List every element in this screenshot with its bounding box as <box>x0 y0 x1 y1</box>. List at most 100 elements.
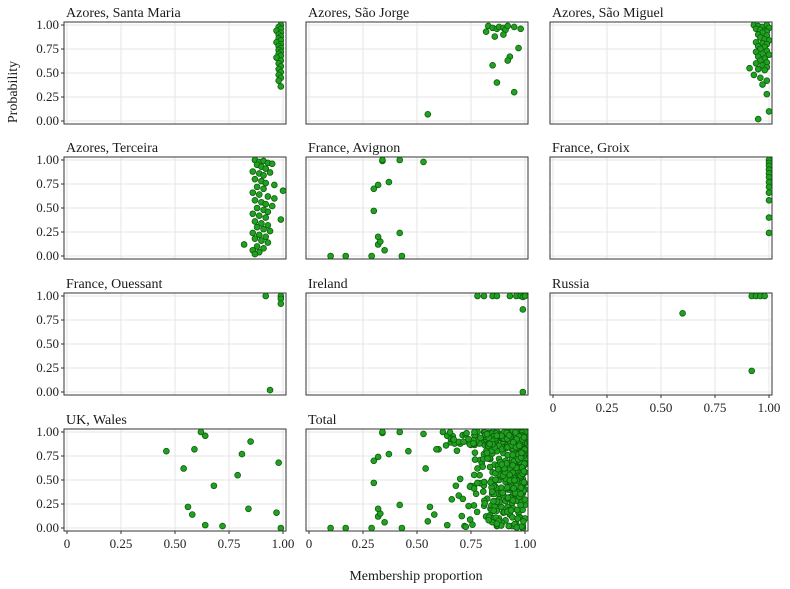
data-point <box>268 202 276 210</box>
data-point <box>470 471 478 479</box>
y-tick-label: 0.75 <box>36 176 59 191</box>
data-point <box>439 428 447 436</box>
data-point <box>251 235 259 243</box>
facet-panel: Total 0 0.25 0.50 0.75 1.00 <box>305 413 537 551</box>
y-tick-label: 1.00 <box>36 152 59 167</box>
facet-title: France, Groix <box>552 141 630 156</box>
data-point <box>765 197 773 204</box>
data-point <box>504 57 512 64</box>
facet-title: France, Avignon <box>308 141 400 156</box>
data-point <box>514 515 521 522</box>
y-tick-label: 0.50 <box>36 336 59 351</box>
y-tick-label: 0.25 <box>36 496 59 511</box>
data-point <box>210 482 218 490</box>
data-point <box>472 490 480 498</box>
data-point <box>396 428 404 436</box>
facet-panel: Azores, Terceira 0.00 0.25 0.50 0.75 1.00 <box>36 141 287 263</box>
data-point <box>266 386 274 394</box>
data-point <box>219 522 226 530</box>
data-point <box>456 475 464 483</box>
data-point <box>515 442 523 450</box>
data-point <box>379 156 386 164</box>
data-point <box>251 197 259 204</box>
data-point <box>509 497 517 504</box>
data-point <box>465 502 472 510</box>
data-point <box>251 218 259 225</box>
y-tick-label: 0.25 <box>36 224 59 239</box>
x-tick-label: 0.25 <box>110 536 133 551</box>
data-point <box>262 214 270 221</box>
data-point <box>459 495 467 503</box>
data-point <box>490 507 497 515</box>
data-point <box>255 231 263 239</box>
data-point <box>486 440 493 448</box>
data-point <box>262 233 270 241</box>
data-point <box>471 428 478 436</box>
data-point <box>247 438 254 445</box>
data-point <box>426 503 434 511</box>
data-point <box>430 511 438 518</box>
y-tick-label: 0.50 <box>36 472 59 487</box>
x-tick-label: 0.25 <box>596 400 619 415</box>
data-point <box>474 465 481 472</box>
data-point <box>342 524 350 532</box>
facet-panel: Azores, São Jorge <box>305 6 529 125</box>
data-point <box>251 175 259 183</box>
facet-title: Ireland <box>308 277 348 292</box>
data-point <box>279 187 287 195</box>
panel-border <box>549 21 773 125</box>
y-tick-label: 0.75 <box>36 448 59 463</box>
x-tick-label: 0.75 <box>704 400 727 415</box>
x-tick-label: 1.00 <box>272 536 295 551</box>
data-point <box>262 292 270 300</box>
data-point <box>469 521 476 529</box>
data-point <box>446 428 454 436</box>
data-point <box>754 65 762 73</box>
y-tick-label: 0.00 <box>36 384 59 399</box>
y-tick-label: 0.50 <box>36 200 59 215</box>
data-point <box>273 509 280 516</box>
data-point <box>258 220 265 227</box>
x-tick-label: 0 <box>64 536 71 551</box>
data-point <box>757 74 764 82</box>
panel-border <box>549 156 773 260</box>
facet-panel: France, Ouessant 0.00 0.25 0.50 0.75 1.00 <box>36 277 287 399</box>
data-point <box>474 479 481 487</box>
data-point <box>492 476 499 484</box>
data-point <box>245 505 252 513</box>
y-tick-label: 0.75 <box>36 312 59 327</box>
data-point <box>679 309 686 317</box>
data-point <box>264 208 272 216</box>
data-point <box>398 252 406 260</box>
data-point <box>381 518 388 526</box>
data-point <box>752 60 760 67</box>
data-point <box>197 428 205 436</box>
data-point <box>249 189 257 196</box>
x-tick-label: 1.00 <box>514 536 537 551</box>
panel-border <box>305 292 529 396</box>
y-tick-label: 0.00 <box>36 520 59 535</box>
data-point <box>761 66 768 74</box>
facet-title: Azores, Terceira <box>66 141 159 156</box>
y-tick-label: 0.00 <box>36 113 59 128</box>
data-point <box>521 292 529 300</box>
data-point <box>379 428 386 436</box>
y-tick-label: 1.00 <box>36 17 59 32</box>
data-point <box>277 300 285 307</box>
data-point <box>519 388 527 396</box>
data-point <box>458 512 466 520</box>
data-point <box>381 246 388 254</box>
data-point <box>234 471 241 479</box>
data-point <box>519 306 527 313</box>
x-tick-label: 0.50 <box>164 536 187 551</box>
data-point <box>374 453 382 461</box>
data-point <box>510 485 517 492</box>
data-point <box>277 524 285 532</box>
data-point <box>485 516 492 524</box>
x-tick-label: 1.00 <box>758 400 781 415</box>
data-point <box>493 432 501 439</box>
data-point <box>275 77 282 84</box>
data-point <box>262 179 270 187</box>
data-point <box>253 243 261 250</box>
data-point <box>271 195 278 202</box>
